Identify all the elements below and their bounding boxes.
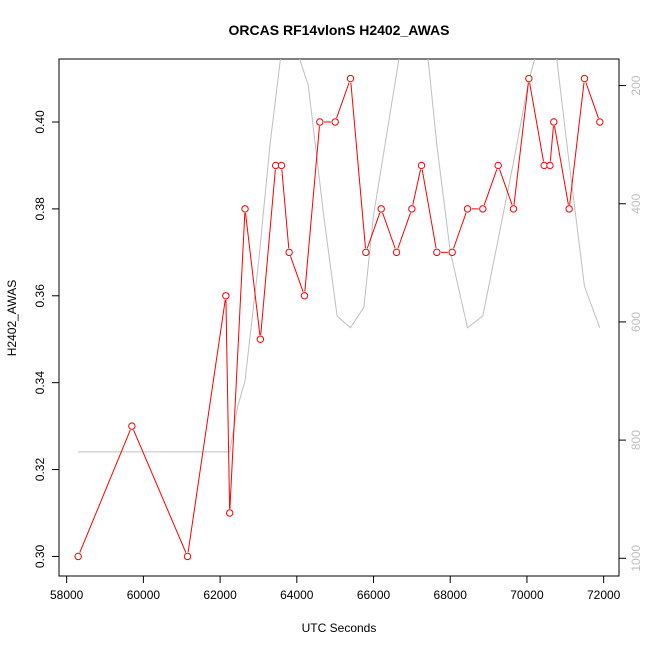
data-point	[479, 205, 487, 213]
y-tick-label: 0.38	[33, 197, 47, 221]
series-segment	[350, 82, 366, 249]
y-axis-label: H2402_AWAS	[5, 280, 19, 356]
series-layer	[74, 59, 604, 561]
data-point	[241, 205, 249, 213]
data-point	[392, 248, 401, 257]
data-point	[525, 74, 533, 83]
data-point	[596, 118, 604, 126]
x-axis-label: UTC Seconds	[302, 621, 377, 635]
right-y-tick-label: 200	[629, 75, 643, 95]
series-segment	[225, 299, 231, 509]
y-tick-label: 0.36	[33, 284, 47, 308]
series-segment	[499, 169, 513, 206]
right-y-axis: 200 400 600 800 1000	[618, 75, 643, 572]
data-point	[222, 292, 230, 300]
data-point	[74, 552, 82, 561]
x-tick-label: 66000	[357, 588, 391, 602]
data-point	[331, 118, 339, 126]
chart-title: ORCAS RF14vlonS H2402_AWAS	[229, 22, 450, 38]
series-segment	[421, 169, 437, 249]
series-segment	[366, 212, 381, 249]
x-tick-label: 70000	[510, 588, 544, 602]
y-axis: 0.30 0.32 0.34 0.36 0.38 0.40	[33, 110, 60, 568]
y-tick-label: 0.34	[33, 371, 47, 395]
series-segment	[281, 169, 290, 249]
series-segment	[133, 429, 187, 553]
x-tick-label: 68000	[434, 588, 468, 602]
data-point	[550, 118, 558, 126]
y-tick-label: 0.32	[33, 458, 47, 482]
series-segment	[187, 299, 226, 553]
right-y-tick-label: 1000	[629, 545, 643, 572]
data-point	[377, 205, 385, 213]
data-point	[346, 74, 355, 83]
data-point	[128, 422, 136, 430]
x-tick-label: 62000	[203, 588, 237, 602]
data-point	[580, 74, 589, 83]
data-point	[300, 292, 309, 300]
x-tick-label: 72000	[587, 588, 621, 602]
data-point	[433, 248, 441, 257]
data-point	[546, 161, 554, 170]
data-point	[565, 205, 573, 213]
x-tick-label: 60000	[127, 588, 161, 602]
series-segment	[336, 82, 350, 119]
data-point	[463, 205, 472, 213]
data-point	[509, 205, 518, 213]
series-segment	[483, 169, 498, 206]
y-tick-label: 0.30	[33, 544, 47, 568]
series-segment	[79, 429, 131, 553]
series-segment	[549, 126, 554, 162]
series-segment	[260, 169, 276, 336]
data-point	[408, 205, 416, 213]
data-point	[316, 118, 324, 126]
data-point	[225, 509, 234, 517]
x-tick-label: 64000	[280, 588, 314, 602]
series-segment	[529, 82, 544, 162]
series-segment	[554, 126, 569, 205]
series-segment	[585, 82, 599, 119]
series-segment	[304, 126, 320, 292]
right-y-tick-label: 800	[629, 430, 643, 450]
right-y-tick-label: 400	[629, 193, 643, 213]
data-point	[362, 248, 370, 257]
right-y-tick-label: 600	[629, 312, 643, 332]
data-point	[448, 248, 456, 257]
series-segment	[290, 256, 304, 292]
data-point	[285, 248, 293, 257]
x-axis: 58000 60000 62000 64000 66000 68000 70000 72000	[50, 575, 621, 602]
series-segment	[229, 213, 246, 509]
series-segment	[569, 82, 585, 205]
data-point	[183, 552, 192, 561]
data-point	[277, 161, 286, 170]
y-tick-label: 0.40	[33, 110, 47, 134]
series-segment	[382, 212, 396, 249]
series-segment	[453, 212, 467, 249]
series-segment	[397, 212, 411, 249]
data-point	[494, 161, 502, 170]
data-point	[417, 161, 426, 170]
right-axis-series-line	[78, 59, 601, 453]
series-segment	[412, 169, 422, 205]
series-segment	[513, 82, 529, 205]
data-point	[256, 335, 265, 343]
x-tick-label: 58000	[50, 588, 84, 602]
series-segment	[245, 212, 261, 336]
